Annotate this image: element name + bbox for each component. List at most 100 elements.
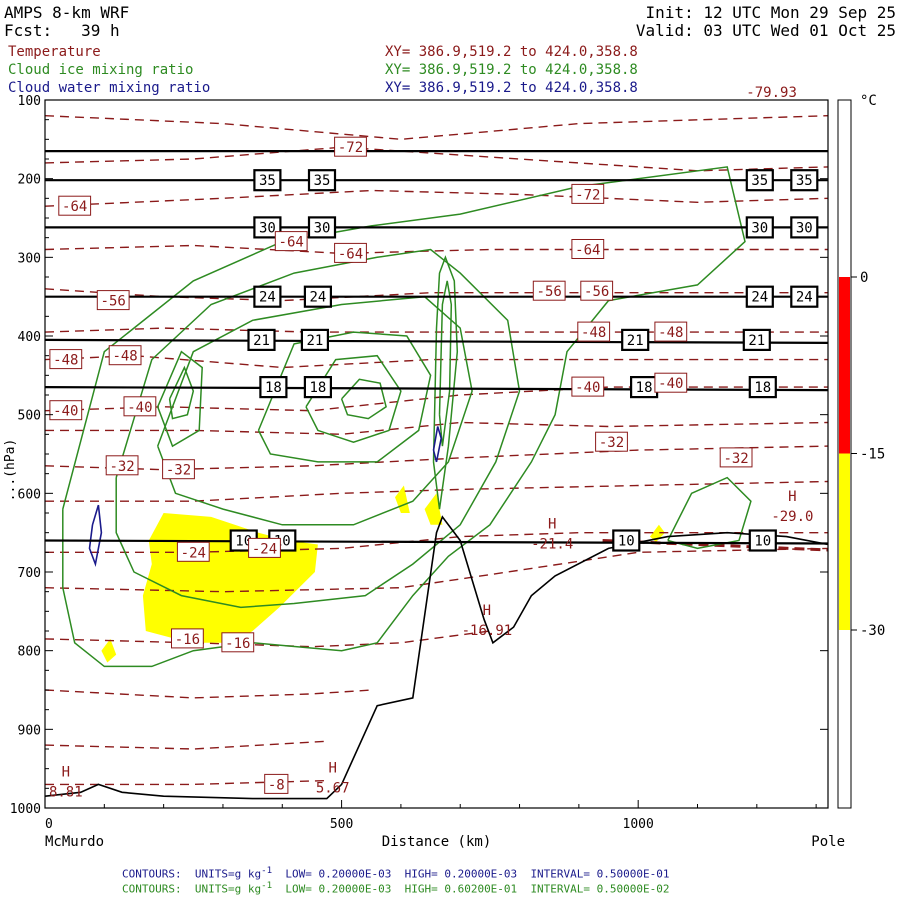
theta-label: 18 — [636, 380, 653, 396]
colorbar-tick-label: -15 — [860, 447, 885, 463]
theta-label: 30 — [751, 220, 768, 236]
extremum-mark: H — [548, 517, 556, 533]
extremum-value: -16.91 — [462, 623, 513, 639]
x-tick-label: 500 — [330, 817, 353, 832]
footer-interval: INTERVAL= 0.50000E-02 — [530, 882, 670, 896]
forecast-hour: Fcst: 39 h — [4, 21, 120, 40]
xy-cloud-ice: XY= 386.9,519.2 to 424.0,358.8 — [385, 62, 638, 78]
temperature-label: -16 — [225, 636, 250, 652]
temperature-label: -16 — [175, 632, 200, 648]
extremum-value: -29.0 — [771, 509, 813, 525]
theta-label: 35 — [259, 173, 276, 189]
cloud-ice-contour — [62, 166, 746, 668]
fcst-label: Fcst: — [4, 21, 53, 40]
temperature-label-box — [274, 231, 308, 252]
y-tick-label: 900 — [18, 723, 41, 738]
fcst-value: 39 h — [81, 21, 120, 40]
temperature-isotherm — [45, 146, 828, 172]
y-tick-label: 1000 — [10, 802, 41, 817]
theta-label: 30 — [796, 220, 813, 236]
temperature-isotherm — [45, 630, 490, 648]
field-temperature: Temperature — [8, 44, 101, 60]
valid-time: Valid: 03 UTC Wed 01 Oct 25 — [635, 21, 896, 40]
temperature-label-box — [334, 136, 367, 157]
theta-label: 30 — [314, 220, 331, 236]
footer-low: LOW= 0.20000E-03 — [285, 882, 392, 896]
theta-label-box — [790, 285, 819, 308]
extremum-value: 5.67 — [316, 781, 350, 797]
temperature-label-box — [334, 242, 367, 263]
cloud-fill-region — [395, 485, 410, 513]
x-axis-label: Distance (km) — [382, 834, 492, 850]
temperature-label: -32 — [723, 451, 748, 467]
theta-label: 35 — [751, 173, 768, 189]
temperature-isotherm — [45, 288, 828, 302]
cloud-water-contour — [432, 426, 443, 463]
theta-label: 21 — [253, 333, 270, 349]
footer-units: UNITS=g kg — [194, 867, 262, 881]
theta-label: 18 — [754, 380, 771, 396]
temperature-label-box — [654, 321, 688, 342]
temperature-label-box — [221, 632, 255, 653]
temperature-label-box — [105, 455, 139, 476]
colorbar-unit: °C — [860, 93, 877, 109]
theta-label: 18 — [265, 380, 282, 396]
y-axis-label: ...(hPa) — [3, 439, 18, 502]
temperature-isotherm — [45, 547, 828, 593]
extremum-mark: H — [788, 489, 796, 505]
cloud-water-contour — [88, 504, 103, 568]
theta-label-box — [303, 285, 332, 308]
temperature-label-box — [96, 290, 130, 311]
temperature-label-box — [595, 431, 628, 452]
footer-high: HIGH= 0.60200E-01 — [404, 882, 518, 896]
temperature-isotherm — [45, 421, 828, 436]
temperature-label: -56 — [537, 284, 562, 300]
footer-label: CONTOURS: — [122, 882, 182, 896]
temperature-isotherm — [45, 354, 828, 369]
temperature-label: -8 — [268, 777, 285, 793]
theta-label: 21 — [748, 333, 765, 349]
theta-label: 24 — [796, 290, 813, 306]
theta-label-box — [745, 169, 774, 192]
temperature-label: -40 — [53, 404, 78, 420]
extremum-mark: H — [483, 603, 491, 619]
cloud-fill-region — [101, 638, 117, 663]
xy-temperature: XY= 386.9,519.2 to 424.0,358.8 — [385, 44, 638, 60]
temperature-isotherm — [45, 244, 828, 255]
temperature-label-box — [580, 280, 614, 301]
temperature-label: -40 — [658, 376, 683, 392]
theta-label: 10 — [235, 534, 252, 550]
xy-cloud-water: XY= 386.9,519.2 to 424.0,358.8 — [385, 80, 638, 96]
field-cloud-water: Cloud water mixing ratio — [8, 80, 211, 96]
temperature-isotherm — [45, 480, 828, 502]
theta-label-box — [612, 529, 641, 552]
cloud-ice-contour — [168, 365, 195, 420]
temperature-label-box — [171, 628, 204, 649]
temperature-isotherm — [45, 779, 330, 786]
temperature-label: -48 — [658, 325, 683, 341]
temperature-isotherm — [45, 689, 372, 699]
extremum-mark: H — [62, 764, 70, 780]
theta-label-box — [253, 169, 282, 192]
temperature-label-box — [248, 537, 281, 558]
temperature-label: -32 — [109, 459, 134, 475]
theta-label: 10 — [618, 534, 635, 550]
theta-label: 18 — [309, 380, 326, 396]
temperature-isotherm — [45, 445, 828, 471]
extremum-mark: H — [328, 761, 336, 777]
temperature-label: -56 — [101, 294, 126, 310]
footer-low: LOW= 0.20000E-03 — [285, 867, 392, 881]
temperature-isotherm — [602, 539, 828, 552]
theta-label: 24 — [309, 290, 326, 306]
x-tick-label: 0 — [45, 817, 53, 832]
temperature-label-box — [264, 773, 289, 794]
temperature-isotherm — [45, 327, 828, 333]
temperature-label: -40 — [575, 380, 600, 396]
temperature-label: -48 — [581, 325, 606, 341]
extremum-value: 8.81 — [49, 784, 83, 800]
temperature-label: -48 — [53, 353, 78, 369]
theta-label: 21 — [627, 333, 644, 349]
temperature-label-box — [571, 376, 605, 397]
cloud-ice-contour — [305, 354, 402, 443]
footer-line-water: CONTOURS: UNITS=g kg-1 LOW= 0.20000E-03 … — [122, 865, 670, 881]
